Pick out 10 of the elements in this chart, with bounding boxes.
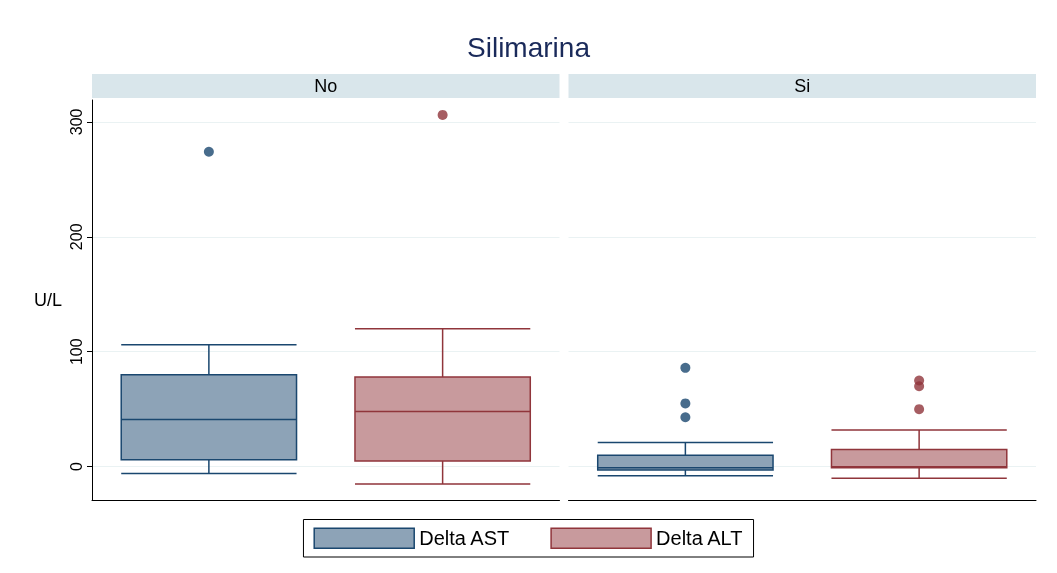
y-tick-label: 0	[67, 462, 85, 472]
chart-title: Silimarina	[467, 31, 591, 63]
legend-label: Delta ALT	[656, 527, 743, 550]
y-tick-label: 200	[67, 223, 85, 251]
y-axis-title: U/L	[33, 290, 62, 310]
legend-label: Delta AST	[419, 527, 510, 550]
x-tick-label: No	[314, 76, 338, 96]
y-tick-label: 300	[67, 108, 85, 136]
x-tick-label: Si	[794, 76, 811, 96]
y-tick-label: 100	[67, 338, 85, 366]
